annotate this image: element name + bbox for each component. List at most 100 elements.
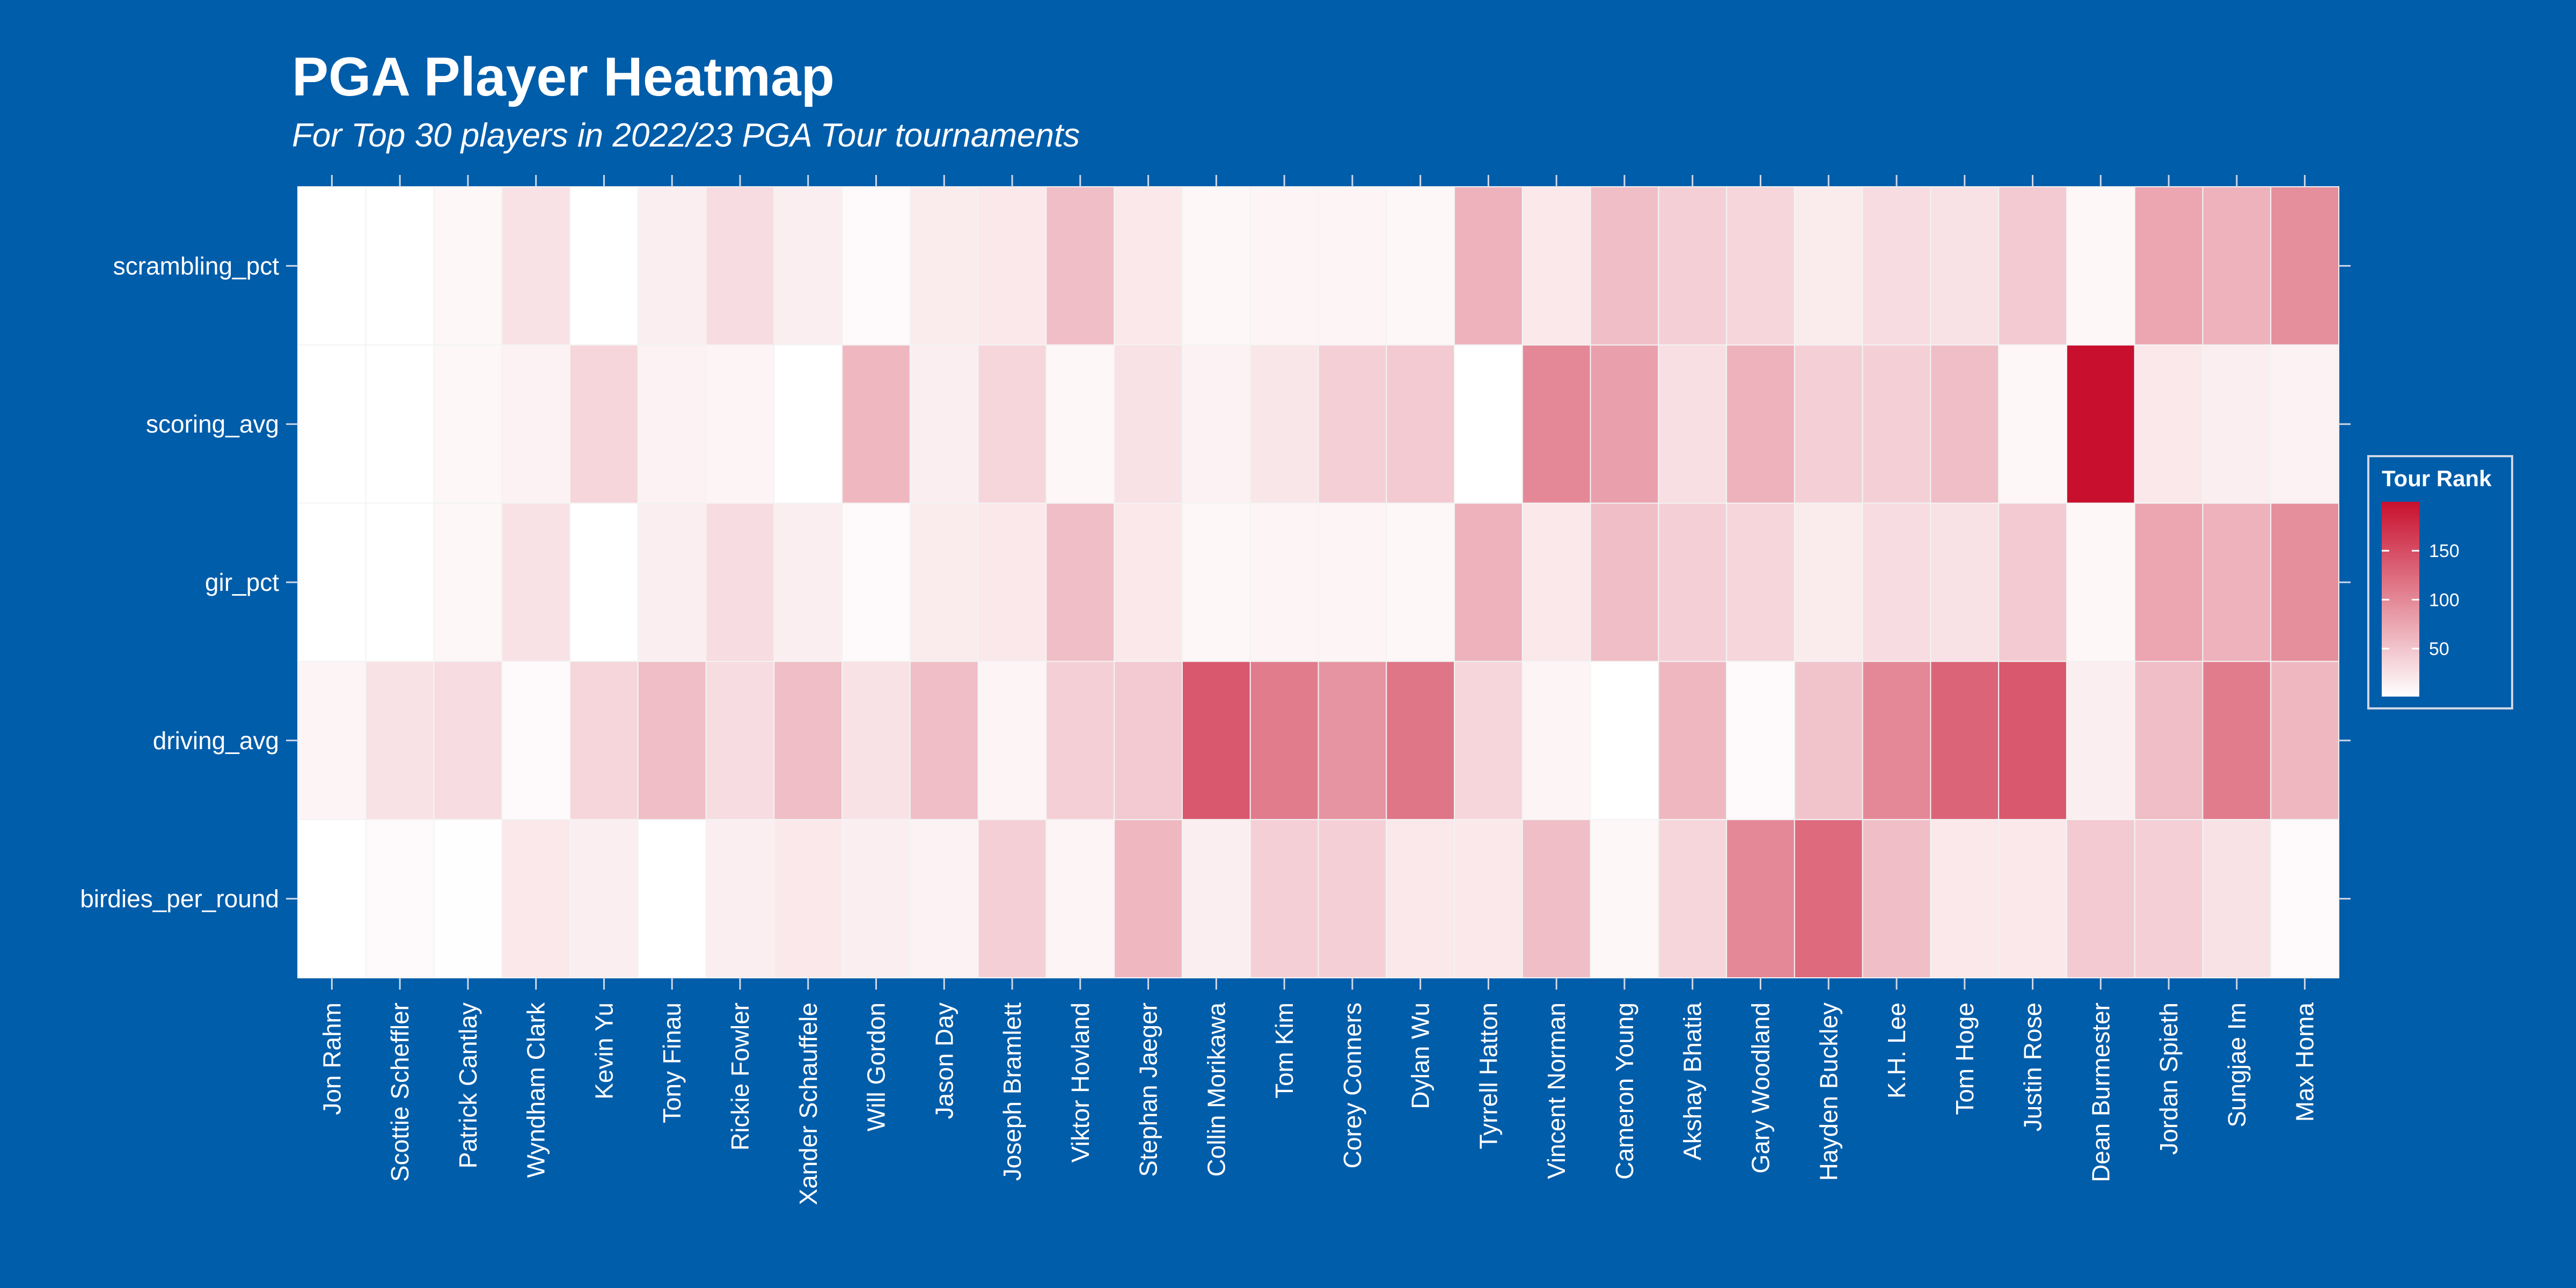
heatmap-cell [569,186,639,346]
heatmap-cell [705,661,775,821]
heatmap-cell [365,186,435,346]
heatmap-cell [1726,819,1795,978]
x-axis-tick-label: Akshay Bhatia [1679,1002,1707,1160]
heatmap-cell [1726,186,1795,346]
heatmap-cell [2270,819,2340,978]
heatmap-cell [2066,186,2135,346]
legend-tick-label: 50 [2429,639,2449,660]
heatmap-cell [1114,819,1183,978]
heatmap-cell [1794,502,1863,662]
heatmap-cell [1181,819,1251,978]
x-axis-tick-label: Kevin Yu [590,1002,618,1100]
heatmap-cell [1658,819,1728,978]
heatmap-cell [501,661,571,821]
heatmap-cell [2202,661,2272,821]
heatmap-cell [909,344,979,504]
chart-title: PGA Player Heatmap [292,46,835,107]
x-axis-tick-label: Dean Burmester [2087,1002,2114,1182]
heatmap-cell [705,186,775,346]
heatmap-cell [2134,502,2204,662]
heatmap-cell [1658,502,1728,662]
heatmap-cell [1998,502,2067,662]
heatmap-cell [433,186,503,346]
heatmap-cell [365,819,435,978]
heatmap-cell [569,819,639,978]
heatmap-cell [1318,186,1387,346]
heatmap-cell [1862,186,1931,346]
heatmap-cell [1521,344,1591,504]
heatmap-cell [1249,502,1319,662]
heatmap-cell [1249,344,1319,504]
heatmap-cell [2134,344,2204,504]
heatmap-cell [433,661,503,821]
heatmap-cell [1318,502,1387,662]
heatmap-cell [1658,344,1728,504]
heatmap-cell [2270,502,2340,662]
heatmap-cell [569,344,639,504]
heatmap-cell [2066,344,2135,504]
heatmap-cell [977,186,1047,346]
heatmap-cell [1454,344,1523,504]
axis-ticks [286,175,2351,990]
x-axis-tick-label: Jon Rahm [318,1002,346,1115]
x-axis-tick-label: Scottie Scheffler [386,1002,414,1182]
heatmap-cell [1794,186,1863,346]
legend-tick-label: 150 [2429,541,2460,561]
heatmap-cell [2270,661,2340,821]
heatmap-cell [2134,819,2204,978]
heatmap-cell [1454,661,1523,821]
heatmap-cell [1794,661,1863,821]
x-axis-tick-label: Xander Schauffele [794,1002,822,1205]
heatmap-cell [1386,819,1455,978]
heatmap-cell [637,502,707,662]
heatmap-cell [2270,344,2340,504]
heatmap-cell [501,344,571,504]
heatmap-cell [1114,186,1183,346]
heatmap-cell [297,344,367,504]
heatmap-cell [433,344,503,504]
heatmap-cell [1930,661,2000,821]
x-axis-tick-label: Stephan Jaeger [1135,1002,1162,1177]
heatmap-cell [1386,502,1455,662]
heatmap-cell [705,819,775,978]
heatmap-cell [909,661,979,821]
heatmap-cell [501,819,571,978]
heatmap-cell [637,819,707,978]
heatmap-cell [1454,186,1523,346]
heatmap-cell [1045,344,1115,504]
x-axis-tick-label: Tom Hoge [1951,1002,1979,1115]
heatmap-cell [1181,186,1251,346]
heatmap-cell [501,502,571,662]
heatmap-cell [1658,186,1728,346]
heatmap-cell [1249,819,1319,978]
heatmap-cell [1386,186,1455,346]
x-axis-tick-label: Tony Finau [658,1002,686,1123]
legend-tick-label: 100 [2429,590,2460,610]
heatmap-cell [2202,819,2272,978]
heatmap-cell [2270,186,2340,346]
y-axis-tick-label: gir_pct [205,568,279,596]
heatmap-cell [2202,186,2272,346]
heatmap-cell [909,502,979,662]
x-axis-tick-label: Viktor Hovland [1066,1002,1094,1162]
heatmap-cell [773,502,843,662]
heatmap-cell [1386,344,1455,504]
x-axis-tick-label: Wyndham Clark [522,1002,550,1178]
heatmap-cell [433,819,503,978]
x-axis-tick-label: Jordan Spieth [2155,1002,2183,1155]
heatmap-cell [637,661,707,821]
heatmap-cell [1998,186,2067,346]
heatmap-cell [1454,502,1523,662]
heatmap-cell [1521,186,1591,346]
heatmap-cell [1726,344,1795,504]
x-axis-tick-label: Cameron Young [1611,1002,1638,1180]
heatmap-cell [1521,661,1591,821]
x-axis-tick-label: K.H. Lee [1883,1002,1911,1099]
heatmap-cell [1930,819,2000,978]
heatmap-cell [909,186,979,346]
y-axis-labels: scrambling_pct scoring_avg gir_pct driving_… [80,252,279,912]
x-axis-tick-label: Collin Morikawa [1202,1002,1230,1177]
heatmap-cell [1862,819,1931,978]
heatmap-cell [1590,819,1659,978]
